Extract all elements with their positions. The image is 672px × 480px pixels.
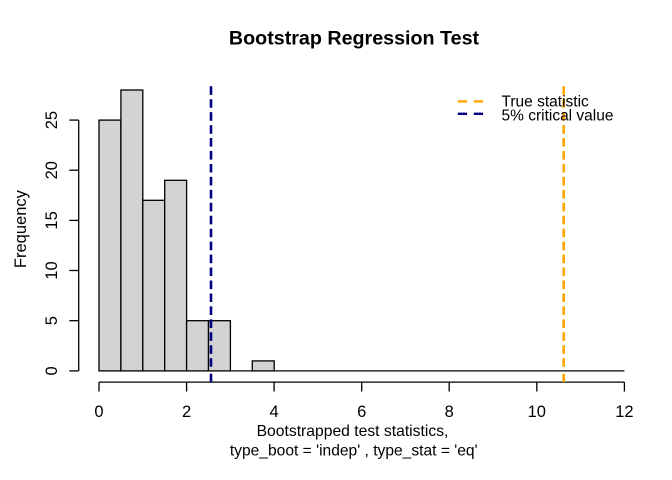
svg-text:0: 0 — [43, 366, 61, 375]
svg-text:15: 15 — [43, 211, 61, 229]
svg-text:20: 20 — [43, 161, 61, 179]
svg-text:True statistic: True statistic — [502, 94, 590, 111]
svg-text:Bootstrap Regression Test: Bootstrap Regression Test — [229, 28, 480, 50]
svg-text:Frequency: Frequency — [12, 189, 30, 268]
svg-text:5: 5 — [43, 316, 61, 325]
svg-text:10: 10 — [43, 261, 61, 279]
svg-text:25: 25 — [43, 111, 61, 129]
svg-text:6: 6 — [357, 403, 366, 421]
svg-text:8: 8 — [445, 403, 454, 421]
svg-text:Bootstrapped test statistics,: Bootstrapped test statistics, — [257, 423, 449, 440]
svg-text:10: 10 — [528, 403, 546, 421]
svg-text:2: 2 — [182, 403, 191, 421]
svg-text:0: 0 — [94, 403, 103, 421]
svg-text:12: 12 — [615, 403, 633, 421]
svg-text:5% critical value: 5% critical value — [502, 108, 614, 125]
svg-text:type_boot = 'indep' , type_sta: type_boot = 'indep' , type_stat = 'eq' — [230, 442, 478, 459]
svg-text:4: 4 — [270, 403, 279, 421]
